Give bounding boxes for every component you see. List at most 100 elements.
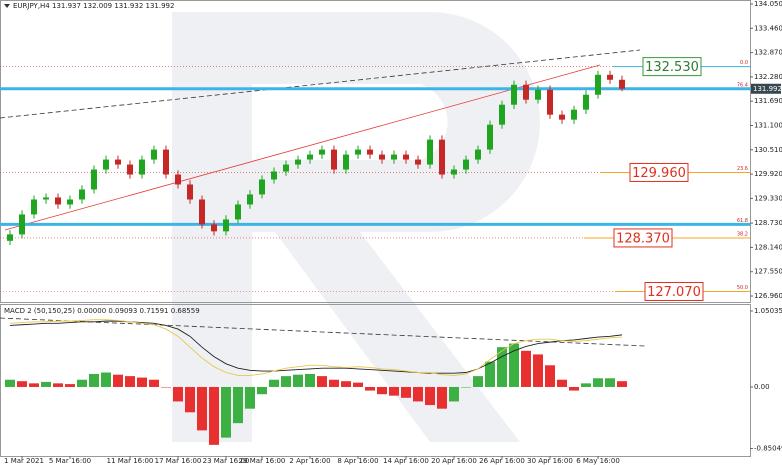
candle-body bbox=[475, 149, 481, 160]
candle-body bbox=[547, 89, 553, 115]
macd-bar bbox=[17, 381, 27, 387]
candle-body bbox=[619, 79, 625, 89]
candle-body bbox=[415, 159, 421, 165]
macd-bar bbox=[245, 386, 255, 409]
price-tag bbox=[751, 83, 781, 94]
macd-frame bbox=[0, 304, 751, 457]
macd-bar bbox=[497, 347, 507, 387]
candle-body bbox=[523, 84, 529, 100]
y-tick-label: 0.00 bbox=[754, 383, 770, 391]
macd-bar bbox=[185, 386, 195, 413]
macd-bar bbox=[221, 386, 231, 438]
macd-bar bbox=[125, 376, 135, 387]
candle-body bbox=[19, 214, 25, 235]
macd-bar bbox=[65, 384, 75, 387]
fib-label: 0.0 bbox=[740, 60, 748, 66]
target-label: 129.960 bbox=[632, 166, 686, 181]
macd-bar bbox=[509, 343, 519, 387]
watermark-bowl bbox=[252, 12, 540, 442]
y-tick-label: 133.460 bbox=[754, 24, 782, 32]
chart-title: EURJPY,H4 131.937 132.009 131.932 131.99… bbox=[13, 2, 174, 10]
target-box bbox=[642, 57, 702, 77]
target-box bbox=[644, 281, 704, 301]
candle-body bbox=[151, 149, 157, 160]
macd-bar bbox=[233, 386, 243, 424]
candle-body bbox=[343, 154, 349, 170]
macd-bar bbox=[449, 386, 459, 402]
y-tick-label: 131.100 bbox=[754, 122, 782, 130]
macd-bar bbox=[101, 372, 111, 387]
candle-body bbox=[499, 104, 505, 125]
macd-bar bbox=[281, 376, 291, 387]
y-tick-label: 127.550 bbox=[754, 268, 782, 276]
fib-label: 38.2 bbox=[737, 231, 748, 237]
macd-bar bbox=[485, 361, 495, 387]
candle-body bbox=[535, 89, 541, 100]
macd-bar bbox=[293, 374, 303, 387]
macd-line bbox=[9, 319, 623, 376]
y-tick-label: 129.330 bbox=[754, 194, 782, 202]
y-tick-label: 131.690 bbox=[754, 97, 782, 105]
target-box bbox=[613, 228, 673, 248]
x-tick-label: 23 Mar 16:00 bbox=[203, 457, 250, 465]
fib-label: 76.4 bbox=[737, 82, 748, 88]
candle-body bbox=[259, 179, 265, 195]
macd-bar bbox=[593, 378, 603, 387]
macd-bar bbox=[89, 373, 99, 387]
candle-body bbox=[43, 197, 49, 200]
macd-bar bbox=[137, 377, 147, 387]
x-tick-label: 11 Mar 16:00 bbox=[107, 457, 154, 465]
fib-label: 23.6 bbox=[737, 166, 748, 172]
x-tick-label: 6 May 16:00 bbox=[576, 457, 620, 465]
candle-body bbox=[559, 114, 565, 120]
macd-trend-line bbox=[0, 317, 646, 347]
macd-bar bbox=[41, 381, 51, 387]
candle-body bbox=[31, 199, 37, 215]
macd-bar bbox=[341, 381, 351, 387]
price-tag-label: 131.992 bbox=[753, 85, 782, 93]
macd-bar bbox=[389, 386, 399, 396]
candle-body bbox=[55, 197, 61, 205]
candle-body bbox=[295, 159, 301, 165]
candle-body bbox=[571, 109, 577, 120]
macd-bar bbox=[365, 386, 375, 391]
macd-bar bbox=[305, 373, 315, 387]
y-tick-label: 1.05035 bbox=[754, 307, 782, 315]
candle-body bbox=[211, 224, 217, 232]
candle-body bbox=[607, 74, 613, 80]
fib-label: 61.8 bbox=[737, 218, 748, 224]
candle-body bbox=[331, 149, 337, 170]
macd-bar bbox=[5, 379, 15, 387]
x-tick-label: 29 Mar 16:00 bbox=[239, 457, 286, 465]
candle-body bbox=[139, 159, 145, 175]
y-tick-label: 128.140 bbox=[754, 243, 782, 251]
candle-body bbox=[283, 164, 289, 172]
macd-bar bbox=[581, 383, 591, 387]
candle-body bbox=[427, 139, 433, 165]
candle-body bbox=[463, 159, 469, 170]
price-frame bbox=[0, 0, 751, 303]
macd-bar bbox=[209, 386, 219, 445]
candle-body bbox=[379, 154, 385, 160]
channel-line bbox=[0, 49, 641, 119]
x-tick-label: 26 Apr 16:00 bbox=[479, 457, 525, 465]
y-tick-label: 132.280 bbox=[754, 73, 782, 81]
y-tick-label: -0.85049 bbox=[754, 445, 782, 453]
x-tick-label: 2 Apr 16:00 bbox=[289, 457, 330, 465]
candle-body bbox=[319, 149, 325, 155]
candle-body bbox=[307, 154, 313, 160]
target-label: 128.370 bbox=[616, 231, 670, 246]
macd-bar bbox=[317, 376, 327, 387]
menu-arrow bbox=[4, 4, 10, 8]
macd-bar bbox=[605, 378, 615, 387]
candle-body bbox=[391, 154, 397, 160]
x-tick-label: 1 Mar 2021 bbox=[4, 457, 44, 465]
macd-bar bbox=[197, 386, 207, 431]
macd-bar bbox=[53, 383, 63, 387]
candle-body bbox=[115, 159, 121, 165]
candle-body bbox=[79, 189, 85, 200]
macd-bar bbox=[377, 386, 387, 395]
candle-body bbox=[187, 184, 193, 200]
x-tick-label: 20 Apr 16:00 bbox=[431, 457, 477, 465]
fib-label: 50.0 bbox=[737, 285, 748, 291]
